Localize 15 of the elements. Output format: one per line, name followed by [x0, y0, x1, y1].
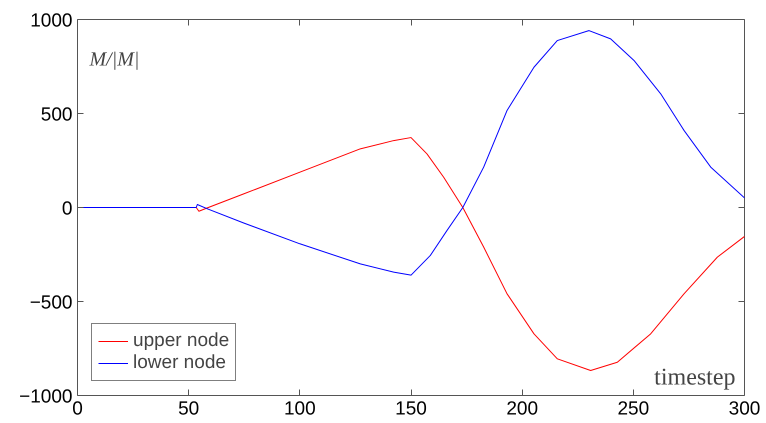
x-tick-label: 200	[506, 398, 538, 420]
x-tick-label: 100	[284, 398, 316, 420]
x-tick-label: 250	[617, 398, 650, 420]
y-axis-title: M/|M|	[88, 48, 140, 70]
y-tick-label: 1000	[30, 10, 73, 32]
x-axis-title: timestep	[654, 364, 736, 390]
x-tick-label: 150	[395, 398, 427, 420]
y-tick-label: −1000	[19, 386, 73, 408]
y-tick-label: 0	[62, 198, 73, 220]
x-tick-label: 300	[728, 398, 760, 420]
legend-label: lower node	[133, 352, 226, 374]
legend-label: upper node	[133, 330, 230, 352]
x-tick-label: 50	[178, 398, 200, 420]
y-tick-label: 500	[40, 104, 72, 126]
y-tick-label: −500	[30, 292, 72, 314]
